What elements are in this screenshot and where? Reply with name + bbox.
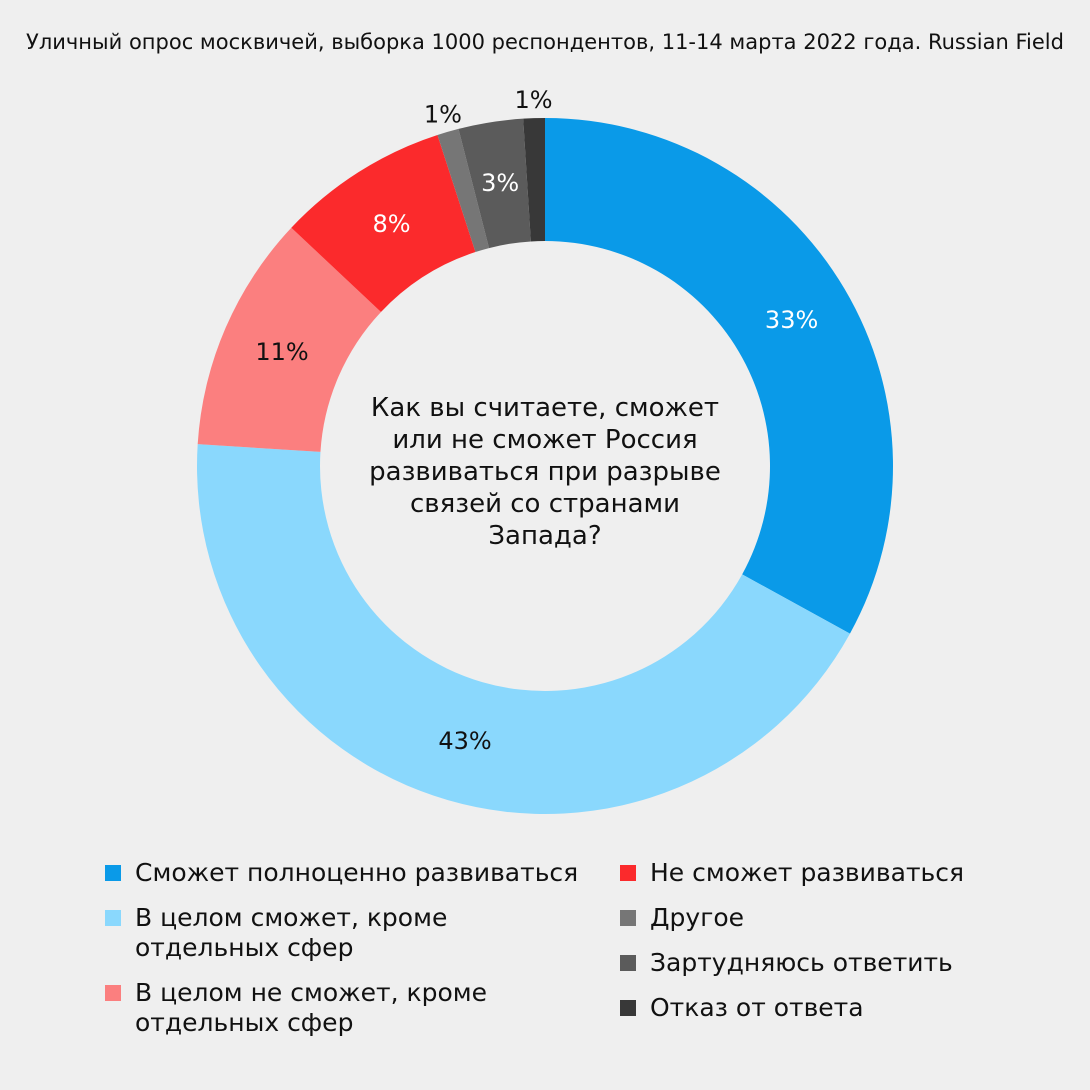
legend-item-3: В целом не сможет, кроме отдельных сфер	[105, 978, 487, 1038]
legend-item-7: Отказ от ответа	[620, 993, 864, 1023]
legend-label: В целом сможет, кроме отдельных сфер	[135, 903, 448, 962]
donut-slice-6	[458, 118, 531, 249]
slice-value-label-4: 8%	[372, 210, 410, 238]
legend-label: Сможет полноценно развиваться	[135, 858, 579, 887]
legend-item-1: Сможет полноценно развиваться	[105, 858, 578, 888]
slice-value-label-3: 11%	[255, 338, 308, 366]
legend-swatch	[620, 910, 636, 926]
legend-swatch	[105, 910, 121, 926]
legend-label: В целом не сможет, кроме отдельных сфер	[135, 978, 488, 1037]
legend-label: Отказ от ответа	[650, 993, 864, 1022]
donut-slice-4	[291, 135, 476, 312]
slice-value-label-1: 33%	[765, 306, 818, 334]
legend-item-6: Зартудняюсь ответить	[620, 948, 953, 978]
slice-value-label-5: 1%	[424, 101, 462, 129]
donut-slice-3	[197, 227, 381, 452]
donut-slice-2	[197, 444, 850, 814]
legend-item-5: Другое	[620, 903, 744, 933]
chart-subtitle: Уличный опрос москвичей, выборка 1000 ре…	[26, 30, 1064, 54]
legend-swatch	[105, 985, 121, 1001]
slice-value-label-2: 43%	[438, 727, 491, 755]
legend-label: Не сможет развиваться	[650, 858, 965, 887]
legend-swatch	[105, 865, 121, 881]
chart-title: Как вы считаете, сможет или не сможет Ро…	[369, 393, 721, 551]
legend-item-4: Не сможет развиваться	[620, 858, 964, 888]
legend-swatch	[620, 1000, 636, 1016]
donut-slice-7	[523, 118, 545, 242]
legend-label: Зартудняюсь ответить	[650, 948, 953, 977]
legend-swatch	[620, 955, 636, 971]
legend-item-2: В целом сможет, кроме отдельных сфер	[105, 903, 447, 963]
donut-slice-1	[545, 118, 893, 634]
legend-label: Другое	[650, 903, 745, 932]
slice-value-label-6: 3%	[481, 169, 519, 197]
legend-swatch	[620, 865, 636, 881]
slice-value-label-7: 1%	[514, 86, 552, 114]
donut-slice-5	[437, 128, 490, 253]
